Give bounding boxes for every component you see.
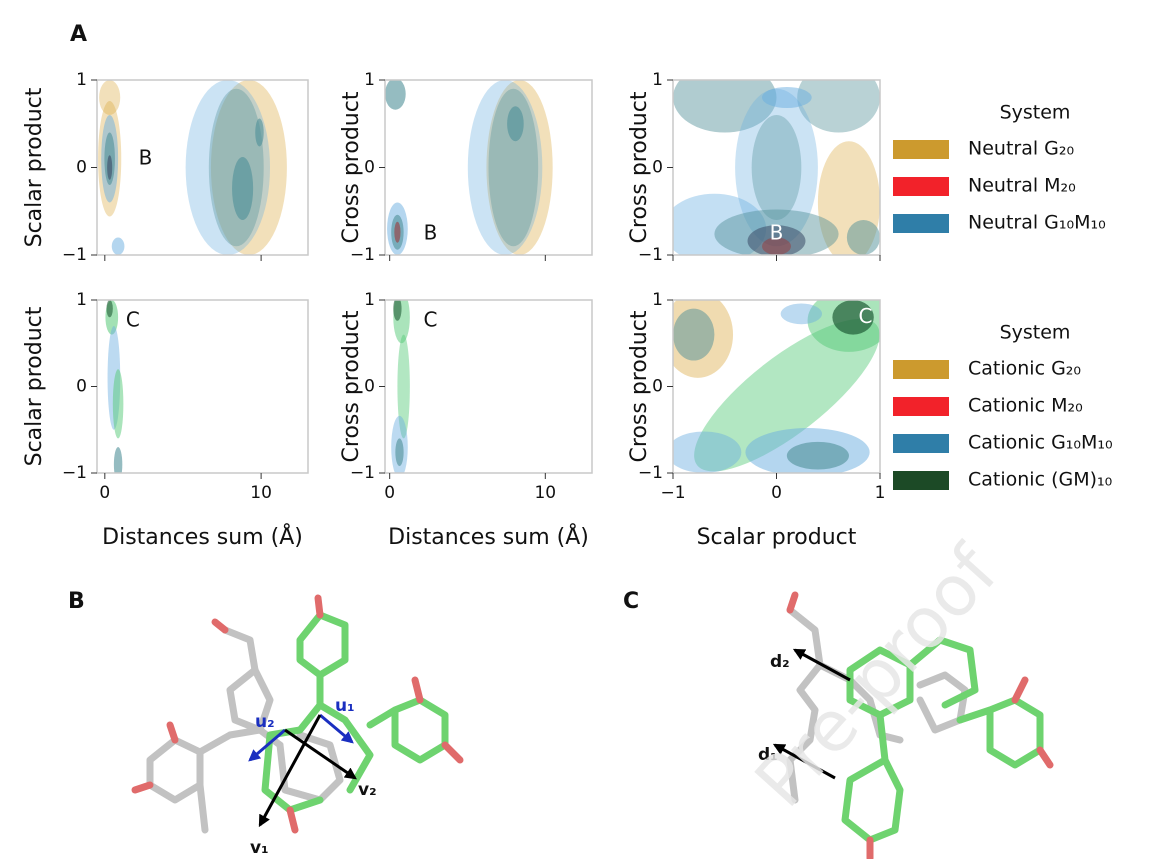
density-contour <box>232 157 253 220</box>
legend-label: Neutral G₂₀ <box>968 138 1074 160</box>
x-axis-label: Scalar product <box>697 525 857 550</box>
density-contour <box>255 119 263 147</box>
plot: −1 0 1 Scalar product B <box>22 70 308 265</box>
y-tick-label: −1 <box>62 245 87 265</box>
contours <box>391 291 410 478</box>
contours <box>98 80 287 255</box>
x-tick-label: −1 <box>660 483 685 503</box>
y-tick-label: 0 <box>76 377 87 397</box>
plot: −101010Cross productDistances sum (Å)C <box>339 290 592 550</box>
density-contour <box>847 220 880 255</box>
vector-label: u₁ <box>335 696 355 716</box>
plot: −1 0 1Cross product B <box>627 63 880 266</box>
y-tick-label: 0 <box>364 158 375 178</box>
legend-label: Cationic G₁₀M₁₀ <box>968 432 1113 454</box>
y-tick-label: 0 <box>652 377 663 397</box>
legend-label: Cationic (GM)₁₀ <box>968 469 1112 491</box>
density-contour <box>385 78 406 110</box>
y-tick-label: 1 <box>652 290 663 310</box>
legend-title: System <box>1000 322 1071 344</box>
panel-label: A <box>70 22 87 47</box>
annotation: B <box>770 221 784 245</box>
y-tick-label: 1 <box>364 70 375 90</box>
density-contour <box>113 369 124 438</box>
vector-label: d₂ <box>770 652 790 672</box>
y-tick-label: −1 <box>638 245 663 265</box>
y-tick-label: 0 <box>364 377 375 397</box>
density-contour <box>762 87 812 108</box>
vector-label: v₁ <box>250 838 269 858</box>
legend-swatch <box>893 177 949 196</box>
density-contour <box>107 155 112 180</box>
y-tick-label: −1 <box>62 463 87 483</box>
y-tick-label: −1 <box>638 463 663 483</box>
annotation: B <box>139 145 153 169</box>
density-contour <box>667 431 742 473</box>
density-contour <box>112 238 125 256</box>
legend-swatch <box>893 434 949 453</box>
x-tick-label: 1 <box>875 483 886 503</box>
y-axis-label: Scalar product <box>22 306 47 466</box>
figure: A B C u₂ u₁ v₁ v₂ d₂ d₁ Pre-proof −101Sc… <box>0 0 1158 859</box>
y-axis-label: Cross product <box>627 91 652 243</box>
annotation: C <box>859 304 873 328</box>
molecule-b <box>135 598 460 830</box>
vector-label: v₂ <box>358 780 377 800</box>
legend-title: System <box>1000 102 1071 124</box>
legend-swatch <box>893 471 949 490</box>
x-tick-label: 0 <box>384 483 395 503</box>
density-contour <box>752 115 802 220</box>
x-tick-label: 10 <box>534 483 556 503</box>
density-contour <box>507 106 524 141</box>
legend-label: Neutral G₁₀M₁₀ <box>968 212 1106 234</box>
y-tick-label: 0 <box>652 158 663 178</box>
density-contour <box>394 222 400 243</box>
legend-label: Cationic M₂₀ <box>968 395 1083 417</box>
legend-swatch <box>893 214 949 233</box>
x-tick-label: 10 <box>250 483 272 503</box>
density-contour <box>673 309 714 361</box>
annotation: C <box>424 307 438 331</box>
legend-label: Neutral M₂₀ <box>968 175 1076 197</box>
y-tick-label: 1 <box>76 290 87 310</box>
y-tick-label: 0 <box>76 158 87 178</box>
density-contour <box>781 303 822 324</box>
y-axis-label: Scalar product <box>22 87 47 247</box>
panel-label: C <box>623 589 639 614</box>
contours <box>385 78 553 255</box>
density-contour <box>395 438 403 466</box>
panel-label: B <box>68 589 85 614</box>
x-axis-label: Distances sum (Å) <box>102 523 303 550</box>
legend-swatch <box>893 360 949 379</box>
y-tick-label: −1 <box>350 463 375 483</box>
legend-swatch <box>893 140 949 159</box>
y-tick-label: 1 <box>364 290 375 310</box>
contours <box>105 300 123 482</box>
x-axis-label: Distances sum (Å) <box>388 523 589 550</box>
vector-label: u₂ <box>255 712 275 732</box>
annotation: B <box>424 221 438 245</box>
x-tick-label: 0 <box>99 483 110 503</box>
axes-frame <box>385 300 592 473</box>
y-axis-label: Cross product <box>339 310 364 462</box>
annotation: C <box>126 307 140 331</box>
density-contour <box>106 300 112 317</box>
legend-swatch <box>893 397 949 416</box>
y-tick-label: −1 <box>350 245 375 265</box>
x-tick-label: 0 <box>771 483 782 503</box>
density-contour <box>114 447 122 482</box>
y-axis-label: Cross product <box>627 310 652 462</box>
y-tick-label: 1 <box>76 70 87 90</box>
y-axis-label: Cross product <box>339 91 364 243</box>
y-tick-label: 1 <box>652 70 663 90</box>
density-contour <box>787 442 849 470</box>
legend-label: Cationic G₂₀ <box>968 358 1081 380</box>
